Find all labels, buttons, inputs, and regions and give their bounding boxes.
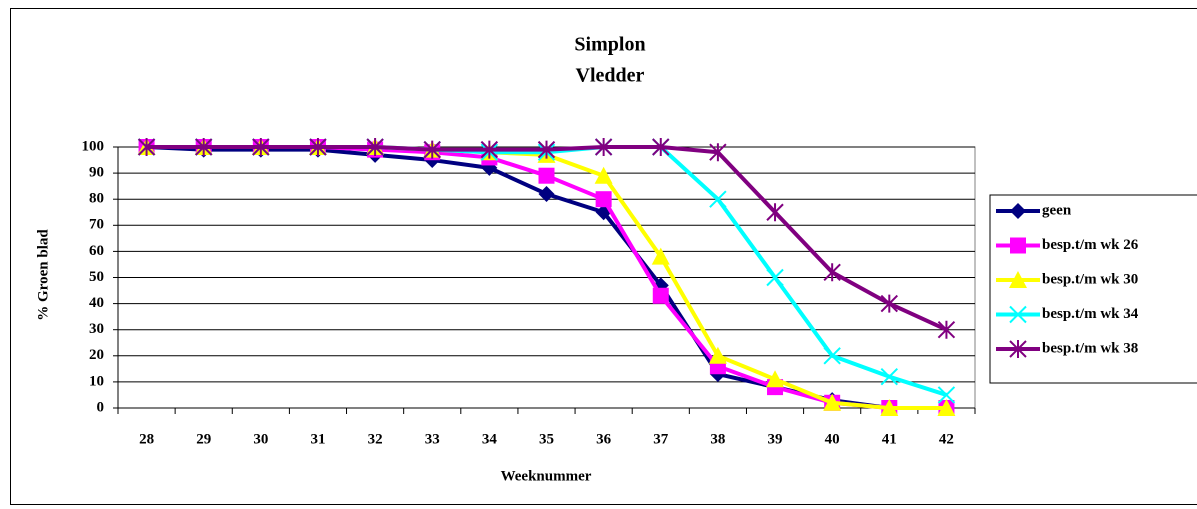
y-tick-label: 10 — [89, 373, 104, 389]
marker — [651, 247, 670, 265]
chart-title: Simplon — [574, 34, 645, 56]
chart-subtitle: Vledder — [576, 65, 645, 87]
marker — [1010, 203, 1026, 219]
legend-label: besp.t/m wk 30 — [1042, 271, 1138, 287]
x-tick-label: 30 — [253, 431, 268, 447]
legend-label: besp.t/m wk 26 — [1042, 237, 1139, 253]
y-tick-label: 50 — [89, 269, 104, 285]
marker — [1009, 340, 1027, 358]
marker — [309, 138, 327, 156]
marker — [594, 166, 613, 184]
marker — [194, 138, 213, 156]
marker — [537, 140, 556, 159]
marker — [823, 393, 842, 411]
y-tick-label: 0 — [97, 399, 105, 415]
marker — [538, 167, 555, 184]
marker — [1009, 271, 1027, 288]
x-tick-label: 37 — [653, 431, 669, 447]
x-tick-label: 29 — [196, 431, 211, 447]
marker — [880, 294, 899, 313]
marker — [1010, 237, 1026, 254]
marker — [937, 320, 956, 339]
x-tick-label: 32 — [368, 431, 383, 447]
marker — [823, 263, 841, 282]
marker — [709, 190, 727, 208]
marker — [594, 138, 613, 156]
marker — [595, 191, 612, 208]
marker — [652, 287, 669, 304]
x-tick-label: 28 — [139, 431, 154, 447]
x-tick-label: 34 — [482, 431, 498, 447]
x-tick-label: 33 — [425, 431, 440, 447]
legend-label: geen — [1042, 202, 1072, 218]
y-tick-label: 70 — [89, 217, 104, 233]
marker — [252, 138, 270, 156]
marker — [652, 138, 670, 156]
x-tick-label: 39 — [768, 431, 783, 447]
marker — [1009, 305, 1027, 324]
y-tick-label: 20 — [89, 347, 104, 363]
y-tick-label: 80 — [89, 191, 104, 207]
x-axis-label: Weeknummer — [501, 468, 592, 484]
x-tick-label: 40 — [825, 431, 840, 447]
x-tick-label: 31 — [310, 431, 325, 447]
marker — [137, 138, 156, 156]
marker — [480, 140, 499, 159]
legend-label: besp.t/m wk 38 — [1042, 340, 1138, 356]
marker — [766, 268, 784, 287]
marker — [766, 370, 785, 388]
marker — [423, 140, 441, 159]
y-tick-label: 90 — [89, 165, 104, 181]
marker — [823, 347, 841, 365]
y-tick-label: 30 — [89, 321, 104, 337]
marker — [366, 138, 384, 156]
legend-box — [989, 194, 1197, 384]
x-tick-label: 41 — [882, 431, 897, 447]
marker — [880, 367, 899, 386]
marker — [766, 203, 784, 222]
y-axis-label: % Groen blad — [35, 229, 51, 321]
x-tick-label: 42 — [939, 431, 954, 447]
x-tick-label: 36 — [596, 431, 612, 447]
marker — [937, 399, 956, 416]
marker — [708, 346, 727, 364]
x-tick-label: 38 — [710, 431, 725, 447]
marker — [937, 386, 956, 404]
y-tick-label: 100 — [82, 138, 105, 154]
marker — [880, 399, 899, 416]
x-tick-label: 35 — [539, 431, 554, 447]
legend-label: besp.t/m wk 34 — [1042, 306, 1139, 322]
marker — [709, 143, 727, 162]
y-tick-label: 40 — [89, 295, 104, 311]
y-tick-label: 60 — [89, 243, 104, 259]
marker — [538, 185, 555, 202]
